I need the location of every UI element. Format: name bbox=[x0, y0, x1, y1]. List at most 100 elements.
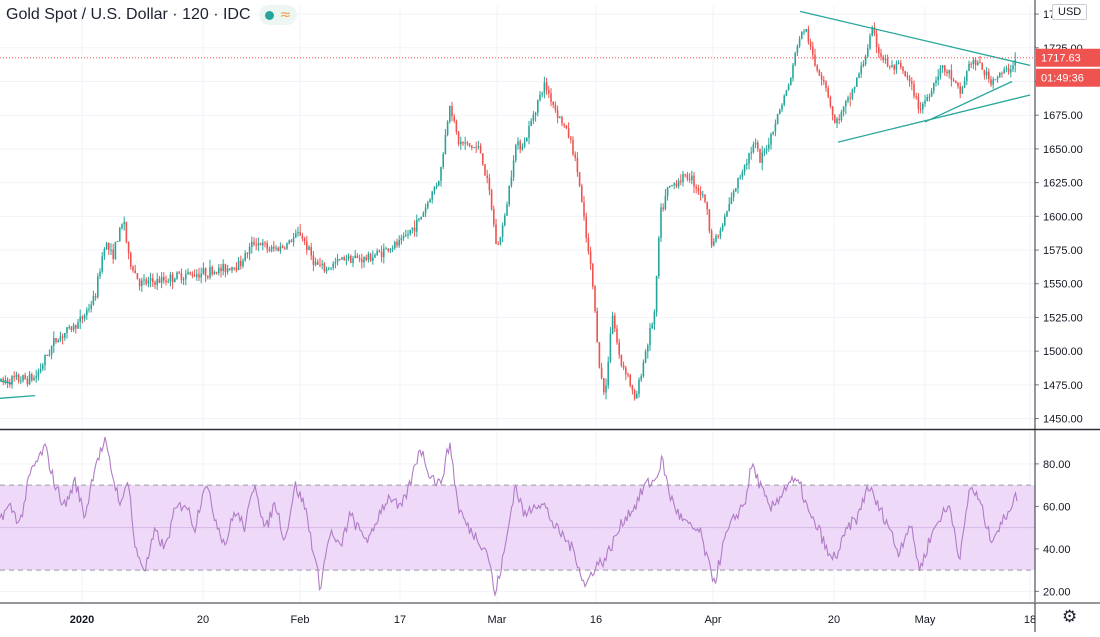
candle-up bbox=[202, 268, 205, 274]
candle-down bbox=[136, 273, 139, 280]
green-dot-icon bbox=[264, 10, 274, 20]
candle-down bbox=[468, 143, 471, 146]
candle-up bbox=[354, 255, 356, 259]
candle-down bbox=[207, 275, 209, 278]
candle-up bbox=[42, 364, 44, 369]
candle-down bbox=[974, 60, 977, 65]
candle-up bbox=[431, 191, 433, 200]
candle-up bbox=[805, 29, 807, 32]
candle-down bbox=[266, 243, 268, 250]
candle-down bbox=[873, 27, 876, 34]
candle-up bbox=[39, 368, 42, 372]
candle-up bbox=[477, 146, 480, 148]
candle-down bbox=[152, 278, 154, 283]
candle-up bbox=[330, 267, 332, 269]
candle-up bbox=[59, 336, 62, 341]
candle-up bbox=[68, 326, 70, 328]
trendline[interactable] bbox=[837, 94, 1031, 143]
candle-down bbox=[303, 238, 306, 242]
candle-up bbox=[794, 52, 796, 65]
candle-up bbox=[182, 279, 185, 281]
candle-up bbox=[864, 56, 867, 65]
candle-down bbox=[600, 367, 603, 379]
currency-button[interactable]: USD bbox=[1052, 4, 1088, 20]
candle-up bbox=[649, 328, 651, 346]
candle-up bbox=[939, 68, 942, 77]
candle-down bbox=[81, 316, 84, 319]
candle-down bbox=[127, 242, 130, 253]
trendline[interactable] bbox=[799, 10, 1031, 66]
candle-down bbox=[253, 241, 255, 245]
candle-up bbox=[275, 247, 277, 249]
candle-up bbox=[328, 268, 330, 270]
chart-title: Gold Spot / U.S. Dollar · 120 · IDC bbox=[6, 6, 251, 23]
trendlines bbox=[0, 10, 1031, 399]
candle-up bbox=[336, 259, 339, 263]
candle-up bbox=[409, 229, 411, 235]
candle-up bbox=[57, 340, 59, 343]
candle-down bbox=[596, 311, 598, 343]
candle-up bbox=[801, 32, 803, 39]
candle-down bbox=[255, 244, 257, 246]
candle-down bbox=[125, 221, 128, 243]
last-price-label-bg bbox=[1036, 48, 1100, 67]
candle-up bbox=[257, 243, 260, 246]
candle-down bbox=[567, 128, 570, 138]
candle-up bbox=[438, 180, 440, 186]
candle-down bbox=[519, 141, 521, 150]
candle-down bbox=[952, 79, 955, 81]
candle-up bbox=[200, 273, 202, 278]
candle-up bbox=[985, 71, 988, 76]
candle-up bbox=[765, 148, 768, 151]
candle-down bbox=[684, 174, 686, 176]
candle-up bbox=[20, 380, 22, 382]
candle-up bbox=[728, 204, 730, 212]
candle-down bbox=[268, 249, 271, 251]
candle-down bbox=[246, 253, 249, 255]
candle-down bbox=[479, 146, 482, 154]
candle-down bbox=[350, 255, 352, 263]
candle-down bbox=[900, 62, 902, 68]
candle-up bbox=[149, 278, 152, 281]
candle-up bbox=[842, 106, 845, 112]
candle-up bbox=[928, 96, 931, 98]
candle-down bbox=[825, 81, 827, 88]
trendline[interactable] bbox=[0, 394, 36, 399]
candle-down bbox=[834, 114, 836, 124]
candle-up bbox=[508, 185, 510, 205]
candle-down bbox=[717, 235, 719, 237]
candle-down bbox=[594, 286, 596, 312]
candle-up bbox=[407, 234, 409, 236]
candle-down bbox=[970, 63, 972, 65]
candle-down bbox=[466, 142, 469, 144]
gear-icon[interactable]: ⚙ bbox=[1062, 607, 1078, 627]
candle-down bbox=[2, 378, 4, 381]
candle-up bbox=[64, 333, 66, 338]
candle-up bbox=[97, 276, 99, 298]
candle-down bbox=[319, 264, 321, 266]
candle-down bbox=[581, 186, 583, 203]
candle-up bbox=[121, 224, 123, 228]
candle-up bbox=[499, 236, 502, 245]
candle-down bbox=[369, 253, 372, 261]
candle-down bbox=[264, 242, 266, 244]
candle-up bbox=[737, 178, 739, 189]
candle-up bbox=[416, 219, 418, 232]
candle-down bbox=[552, 101, 554, 105]
indicator-badge[interactable]: ≈ bbox=[258, 5, 298, 25]
trendline[interactable] bbox=[0, 380, 13, 385]
wave-icon[interactable]: ≈ bbox=[279, 7, 292, 23]
candle-up bbox=[48, 354, 51, 356]
candle-down bbox=[75, 325, 77, 329]
price-tick-label: 1475.00 bbox=[1043, 380, 1083, 392]
candle-down bbox=[710, 231, 713, 246]
candle-down bbox=[497, 244, 499, 246]
candle-up bbox=[295, 233, 297, 238]
candle-down bbox=[706, 201, 708, 210]
candle-down bbox=[189, 272, 191, 274]
candle-down bbox=[281, 246, 284, 248]
trendline[interactable] bbox=[924, 80, 1013, 123]
candle-up bbox=[213, 271, 216, 275]
